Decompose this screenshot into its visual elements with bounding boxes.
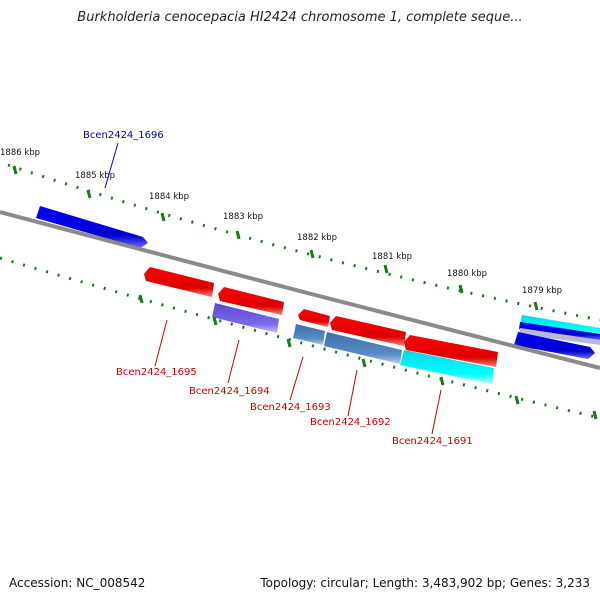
gene-label-1692[interactable]: Bcen2424_1692 — [310, 417, 391, 428]
feature-blue-forward-thin[interactable] — [519, 322, 600, 340]
label-leader-1692 — [347, 369, 358, 417]
tick-label: 1881 kbp — [372, 252, 412, 262]
chromosome-backbone — [0, 210, 600, 370]
gene-bcen2424-1691[interactable] — [404, 335, 498, 367]
major-tick — [458, 284, 464, 294]
feature-lavender-forward — [519, 328, 600, 345]
gene-blue-right[interactable] — [514, 332, 595, 359]
feature-steel-small[interactable] — [293, 324, 325, 345]
gene-label-1696[interactable]: Bcen2424_1696 — [83, 130, 164, 141]
gene-bcen2424-1693[interactable] — [298, 309, 330, 327]
gene-bcen2424-1694[interactable] — [218, 287, 284, 315]
feature-cyan-forward[interactable] — [520, 315, 600, 336]
tick-label: 1880 kbp — [447, 269, 487, 279]
major-tick — [439, 376, 445, 386]
major-tick — [286, 338, 292, 348]
major-tick — [138, 294, 144, 304]
label-leader-1696 — [104, 142, 119, 189]
feature-cyan[interactable] — [400, 350, 494, 384]
reverse-scale-track — [0, 256, 600, 420]
gene-bcen2424-1692[interactable] — [330, 316, 406, 346]
label-leader-1693 — [289, 356, 304, 401]
gene-label-1693[interactable]: Bcen2424_1693 — [250, 402, 331, 413]
tick-label: 1885 kbp — [75, 171, 115, 181]
gene-bcen2424-1696[interactable] — [36, 206, 148, 248]
major-tick — [514, 395, 520, 405]
gene-label-1691[interactable]: Bcen2424_1691 — [392, 436, 473, 447]
major-tick — [361, 358, 367, 368]
major-tick — [212, 316, 218, 326]
major-tick — [383, 264, 389, 274]
tick-label: 1879 kbp — [522, 286, 562, 296]
map-title: Burkholderia cenocepacia HI2424 chromoso… — [77, 10, 523, 25]
major-tick — [12, 165, 18, 175]
scale-labels: 1886 kbp 1885 kbp 1884 kbp 1883 kbp 1882… — [0, 148, 562, 296]
gene-label-1694[interactable]: Bcen2424_1694 — [189, 386, 270, 397]
tick-label: 1882 kbp — [297, 233, 337, 243]
gene-label-1695[interactable]: Bcen2424_1695 — [116, 367, 197, 378]
major-tick — [86, 189, 92, 199]
feature-purple[interactable] — [212, 303, 279, 333]
major-tick — [235, 230, 241, 240]
accession-text: Accession: NC_008542 — [9, 576, 146, 590]
forward-scale-track — [7, 163, 600, 322]
tick-label: 1886 kbp — [0, 148, 40, 158]
major-tick — [533, 301, 539, 311]
topology-text: Topology: circular; Length: 3,483,902 bp… — [260, 576, 590, 590]
major-tick — [592, 410, 598, 420]
feature-steel[interactable] — [324, 332, 402, 364]
label-leader-1695 — [154, 319, 168, 367]
label-leader-1691 — [431, 389, 442, 435]
gene-bcen2424-1695[interactable] — [144, 267, 214, 297]
major-tick — [160, 212, 166, 222]
label-leader-1694 — [227, 339, 240, 384]
reverse-leaders — [154, 319, 442, 435]
tick-label: 1883 kbp — [223, 212, 263, 222]
tick-label: 1884 kbp — [149, 192, 189, 202]
reverse-labels: Bcen2424_1695 Bcen2424_1694 Bcen2424_169… — [116, 367, 473, 447]
major-tick — [309, 249, 315, 259]
